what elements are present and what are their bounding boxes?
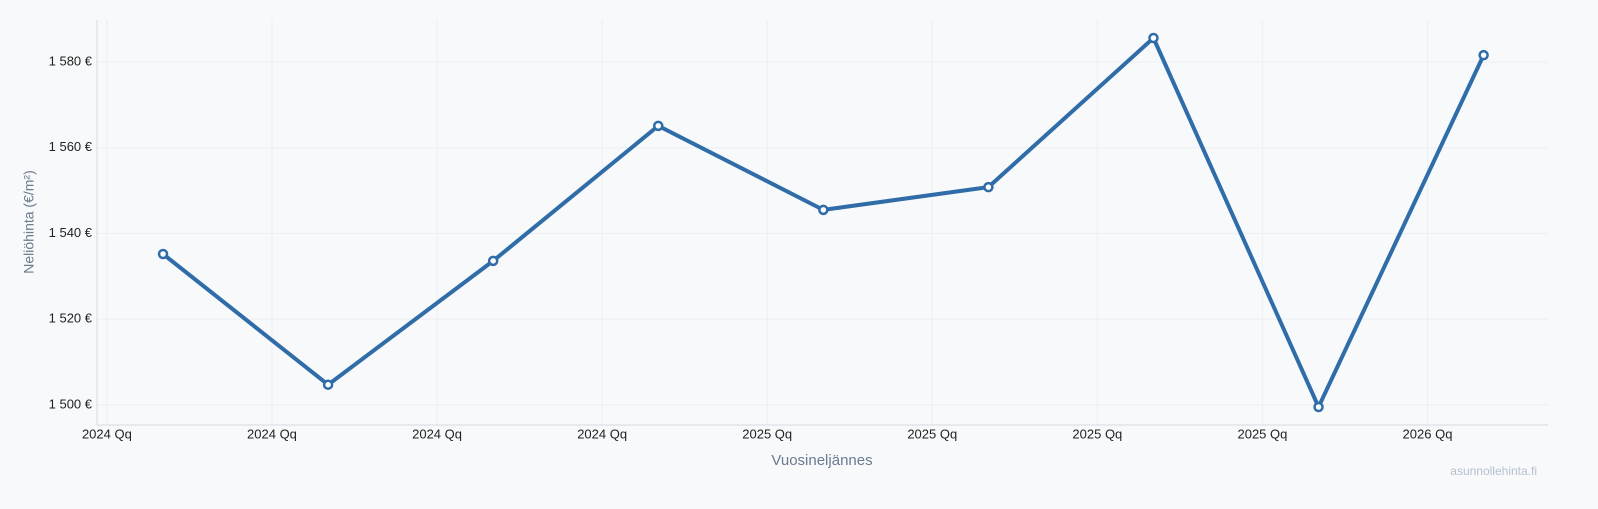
point bbox=[653, 120, 664, 132]
point bbox=[983, 181, 994, 193]
x-tick-label: 2024 Qq bbox=[247, 426, 297, 441]
x-tick-label: 2024 Qq bbox=[82, 426, 132, 441]
x-tick-label: 2026 Qq bbox=[1403, 426, 1453, 441]
x-tick-label: 2025 Qq bbox=[907, 426, 957, 441]
x-tick-label: 2025 Qq bbox=[1237, 426, 1287, 441]
y-tick-label: 1 560 € bbox=[49, 139, 93, 154]
y-tick-label: 1 580 € bbox=[49, 53, 93, 68]
x-tick-label: 2025 Qq bbox=[1072, 426, 1122, 441]
point bbox=[1313, 401, 1324, 413]
x-axis-title: Vuosineljännes bbox=[771, 452, 872, 469]
y-tick-label: 1 520 € bbox=[49, 311, 93, 326]
point bbox=[322, 379, 334, 390]
point bbox=[1478, 49, 1489, 61]
y-tick-label: 1 540 € bbox=[49, 225, 93, 240]
y-tick-label: 1 500 € bbox=[49, 396, 93, 411]
y-axis-title: Neliöhinta (€/m²) bbox=[21, 170, 37, 273]
point bbox=[1148, 32, 1159, 44]
watermark: asunnollehinta.fi bbox=[1450, 464, 1537, 478]
point bbox=[487, 255, 499, 267]
x-tick-label: 2024 Qq bbox=[577, 426, 627, 441]
x-tick-label: 2025 Qq bbox=[742, 426, 792, 441]
point bbox=[157, 248, 169, 260]
point bbox=[818, 204, 829, 216]
x-tick-label: 2024 Qq bbox=[412, 426, 462, 441]
